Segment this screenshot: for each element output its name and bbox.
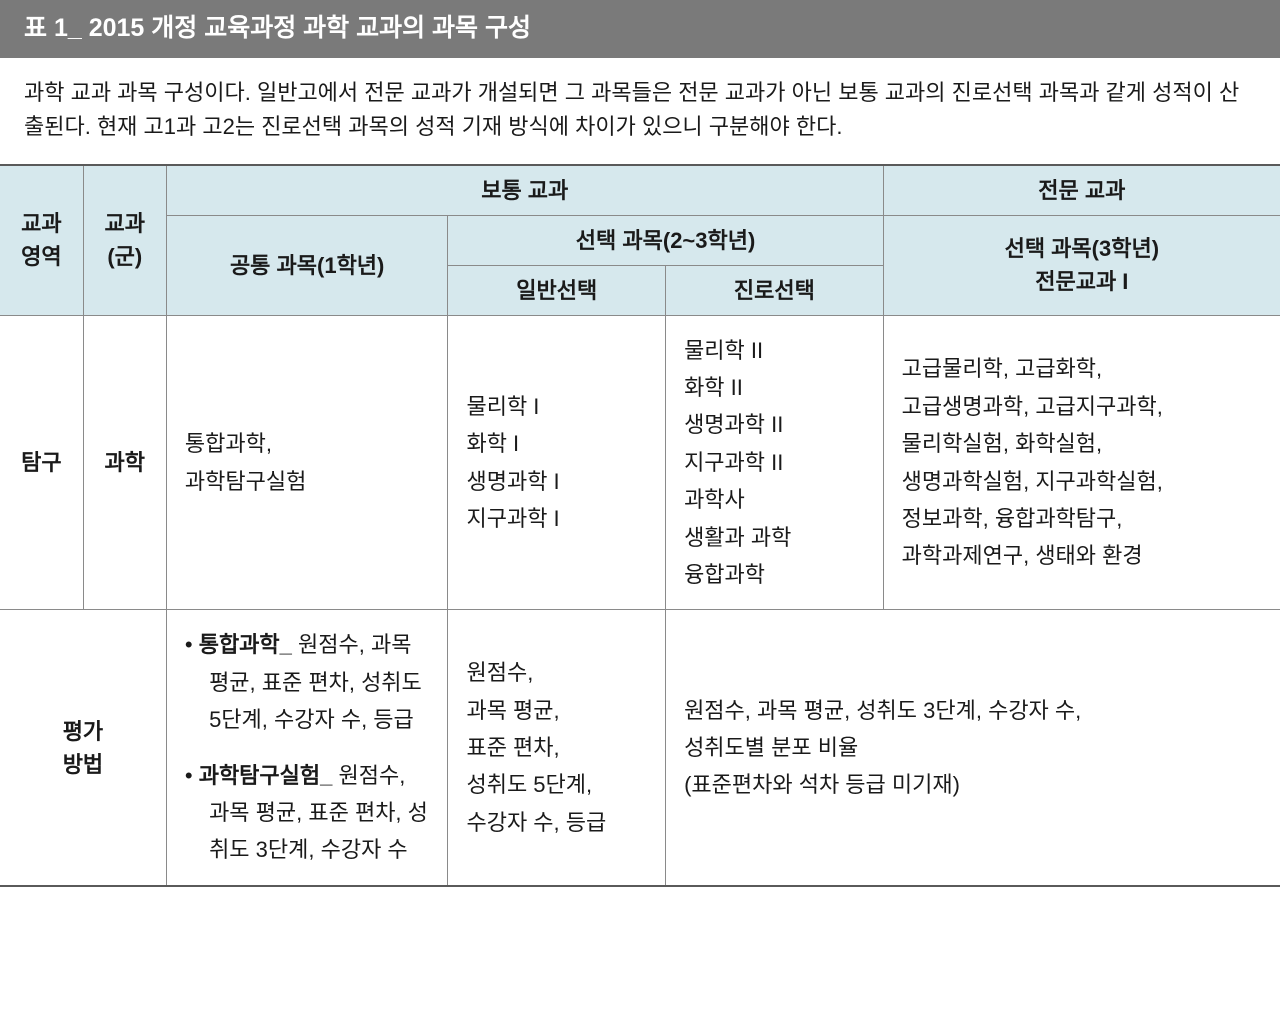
curriculum-table: 교과 영역 교과 (군) 보통 교과 전문 교과 공통 과목(1학년) 선택 과… bbox=[0, 164, 1280, 887]
eval-bullet-1-label: 통합과학_ bbox=[199, 632, 292, 657]
cell-special-subjects: 고급물리학, 고급화학, 고급생명과학, 고급지구과학, 물리학실험, 화학실험… bbox=[883, 315, 1280, 610]
eval-bullet-2: • 과학탐구실험_ 원점수, 과목 평균, 표준 편차, 성취도 3단계, 수강… bbox=[185, 757, 430, 869]
table-description: 과학 교과 과목 구성이다. 일반고에서 전문 교과가 개설되면 그 과목들은 … bbox=[0, 58, 1280, 164]
header-common-top: 보통 교과 bbox=[166, 165, 883, 216]
cell-eval-label: 평가 방법 bbox=[0, 610, 166, 886]
eval-bullet-2-label: 과학탐구실험_ bbox=[199, 763, 333, 788]
table-title: 표 1_ 2015 개정 교육과정 과학 교과의 과목 구성 bbox=[0, 0, 1280, 58]
eval-bullet-1: • 통합과학_ 원점수, 과목 평균, 표준 편차, 성취도 5단계, 수강자 … bbox=[185, 626, 430, 738]
header-area: 교과 영역 bbox=[0, 165, 83, 316]
cell-group: 과학 bbox=[83, 315, 166, 610]
header-special-top: 전문 교과 bbox=[883, 165, 1280, 216]
header-elective-group: 선택 과목(2~3학년) bbox=[448, 215, 883, 265]
header-common-subject: 공통 과목(1학년) bbox=[166, 215, 448, 315]
cell-area: 탐구 bbox=[0, 315, 83, 610]
header-group: 교과 (군) bbox=[83, 165, 166, 316]
table-row: 평가 방법 • 통합과학_ 원점수, 과목 평균, 표준 편차, 성취도 5단계… bbox=[0, 610, 1280, 886]
header-career-elective: 진로선택 bbox=[666, 265, 884, 315]
table-row: 탐구 과학 통합과학, 과학탐구실험 물리학 I 화학 I 생명과학 I 지구과… bbox=[0, 315, 1280, 610]
header-general-elective: 일반선택 bbox=[448, 265, 666, 315]
cell-career-elective-subjects: 물리학 II 화학 II 생명과학 II 지구과학 II 과학사 생활과 과학 … bbox=[666, 315, 884, 610]
header-special-elective: 선택 과목(3학년) 전문교과 I bbox=[883, 215, 1280, 315]
cell-eval-general: 원점수, 과목 평균, 표준 편차, 성취도 5단계, 수강자 수, 등급 bbox=[448, 610, 666, 886]
cell-common-subjects: 통합과학, 과학탐구실험 bbox=[166, 315, 448, 610]
cell-general-elective-subjects: 물리학 I 화학 I 생명과학 I 지구과학 I bbox=[448, 315, 666, 610]
cell-eval-career-special: 원점수, 과목 평균, 성취도 3단계, 수강자 수, 성취도별 분포 비율 (… bbox=[666, 610, 1280, 886]
cell-eval-common: • 통합과학_ 원점수, 과목 평균, 표준 편차, 성취도 5단계, 수강자 … bbox=[166, 610, 448, 886]
